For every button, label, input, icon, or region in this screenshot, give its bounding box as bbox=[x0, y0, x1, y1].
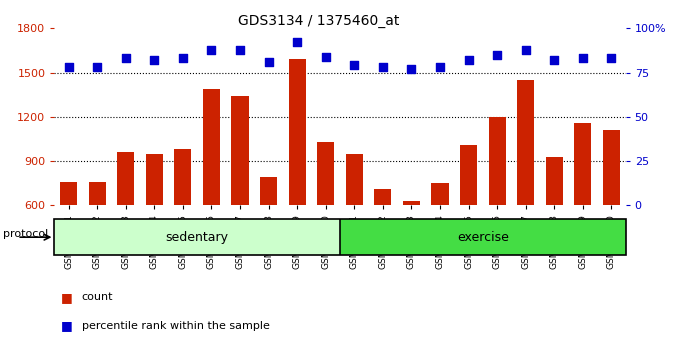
Bar bbox=[517, 80, 534, 294]
Point bbox=[92, 64, 103, 70]
Bar bbox=[602, 130, 620, 294]
Text: count: count bbox=[82, 292, 113, 302]
Bar bbox=[288, 59, 306, 294]
Point bbox=[120, 56, 131, 61]
Bar bbox=[88, 182, 106, 294]
Point bbox=[549, 57, 560, 63]
Bar bbox=[488, 117, 506, 294]
Point bbox=[206, 47, 217, 52]
Point bbox=[606, 56, 617, 61]
Bar bbox=[54, 219, 340, 255]
Bar bbox=[117, 152, 135, 294]
Point bbox=[577, 56, 588, 61]
Bar bbox=[203, 89, 220, 294]
Bar bbox=[231, 96, 249, 294]
Point bbox=[263, 59, 274, 65]
Point bbox=[292, 40, 303, 45]
Point bbox=[520, 47, 531, 52]
Bar bbox=[431, 183, 449, 294]
Point bbox=[177, 56, 188, 61]
Point bbox=[435, 64, 445, 70]
Text: percentile rank within the sample: percentile rank within the sample bbox=[82, 321, 269, 331]
Bar bbox=[60, 182, 78, 294]
Point bbox=[492, 52, 503, 58]
Point bbox=[63, 64, 74, 70]
Point bbox=[377, 64, 388, 70]
Point bbox=[349, 63, 360, 68]
Bar bbox=[317, 142, 335, 294]
Bar bbox=[460, 145, 477, 294]
Bar bbox=[340, 219, 626, 255]
Bar bbox=[374, 189, 392, 294]
Point bbox=[149, 57, 160, 63]
Point bbox=[463, 57, 474, 63]
Bar bbox=[146, 154, 163, 294]
Bar bbox=[403, 201, 420, 294]
Bar bbox=[545, 156, 563, 294]
Text: ■: ■ bbox=[61, 291, 73, 304]
Text: protocol: protocol bbox=[3, 229, 49, 239]
Bar bbox=[174, 149, 192, 294]
Text: sedentary: sedentary bbox=[166, 231, 228, 244]
Text: GDS3134 / 1375460_at: GDS3134 / 1375460_at bbox=[238, 14, 399, 28]
Point bbox=[235, 47, 245, 52]
Bar bbox=[260, 177, 277, 294]
Point bbox=[406, 66, 417, 72]
Bar bbox=[345, 154, 363, 294]
Text: ■: ■ bbox=[61, 319, 73, 332]
Bar bbox=[574, 123, 592, 294]
Text: exercise: exercise bbox=[457, 231, 509, 244]
Point bbox=[320, 54, 331, 59]
